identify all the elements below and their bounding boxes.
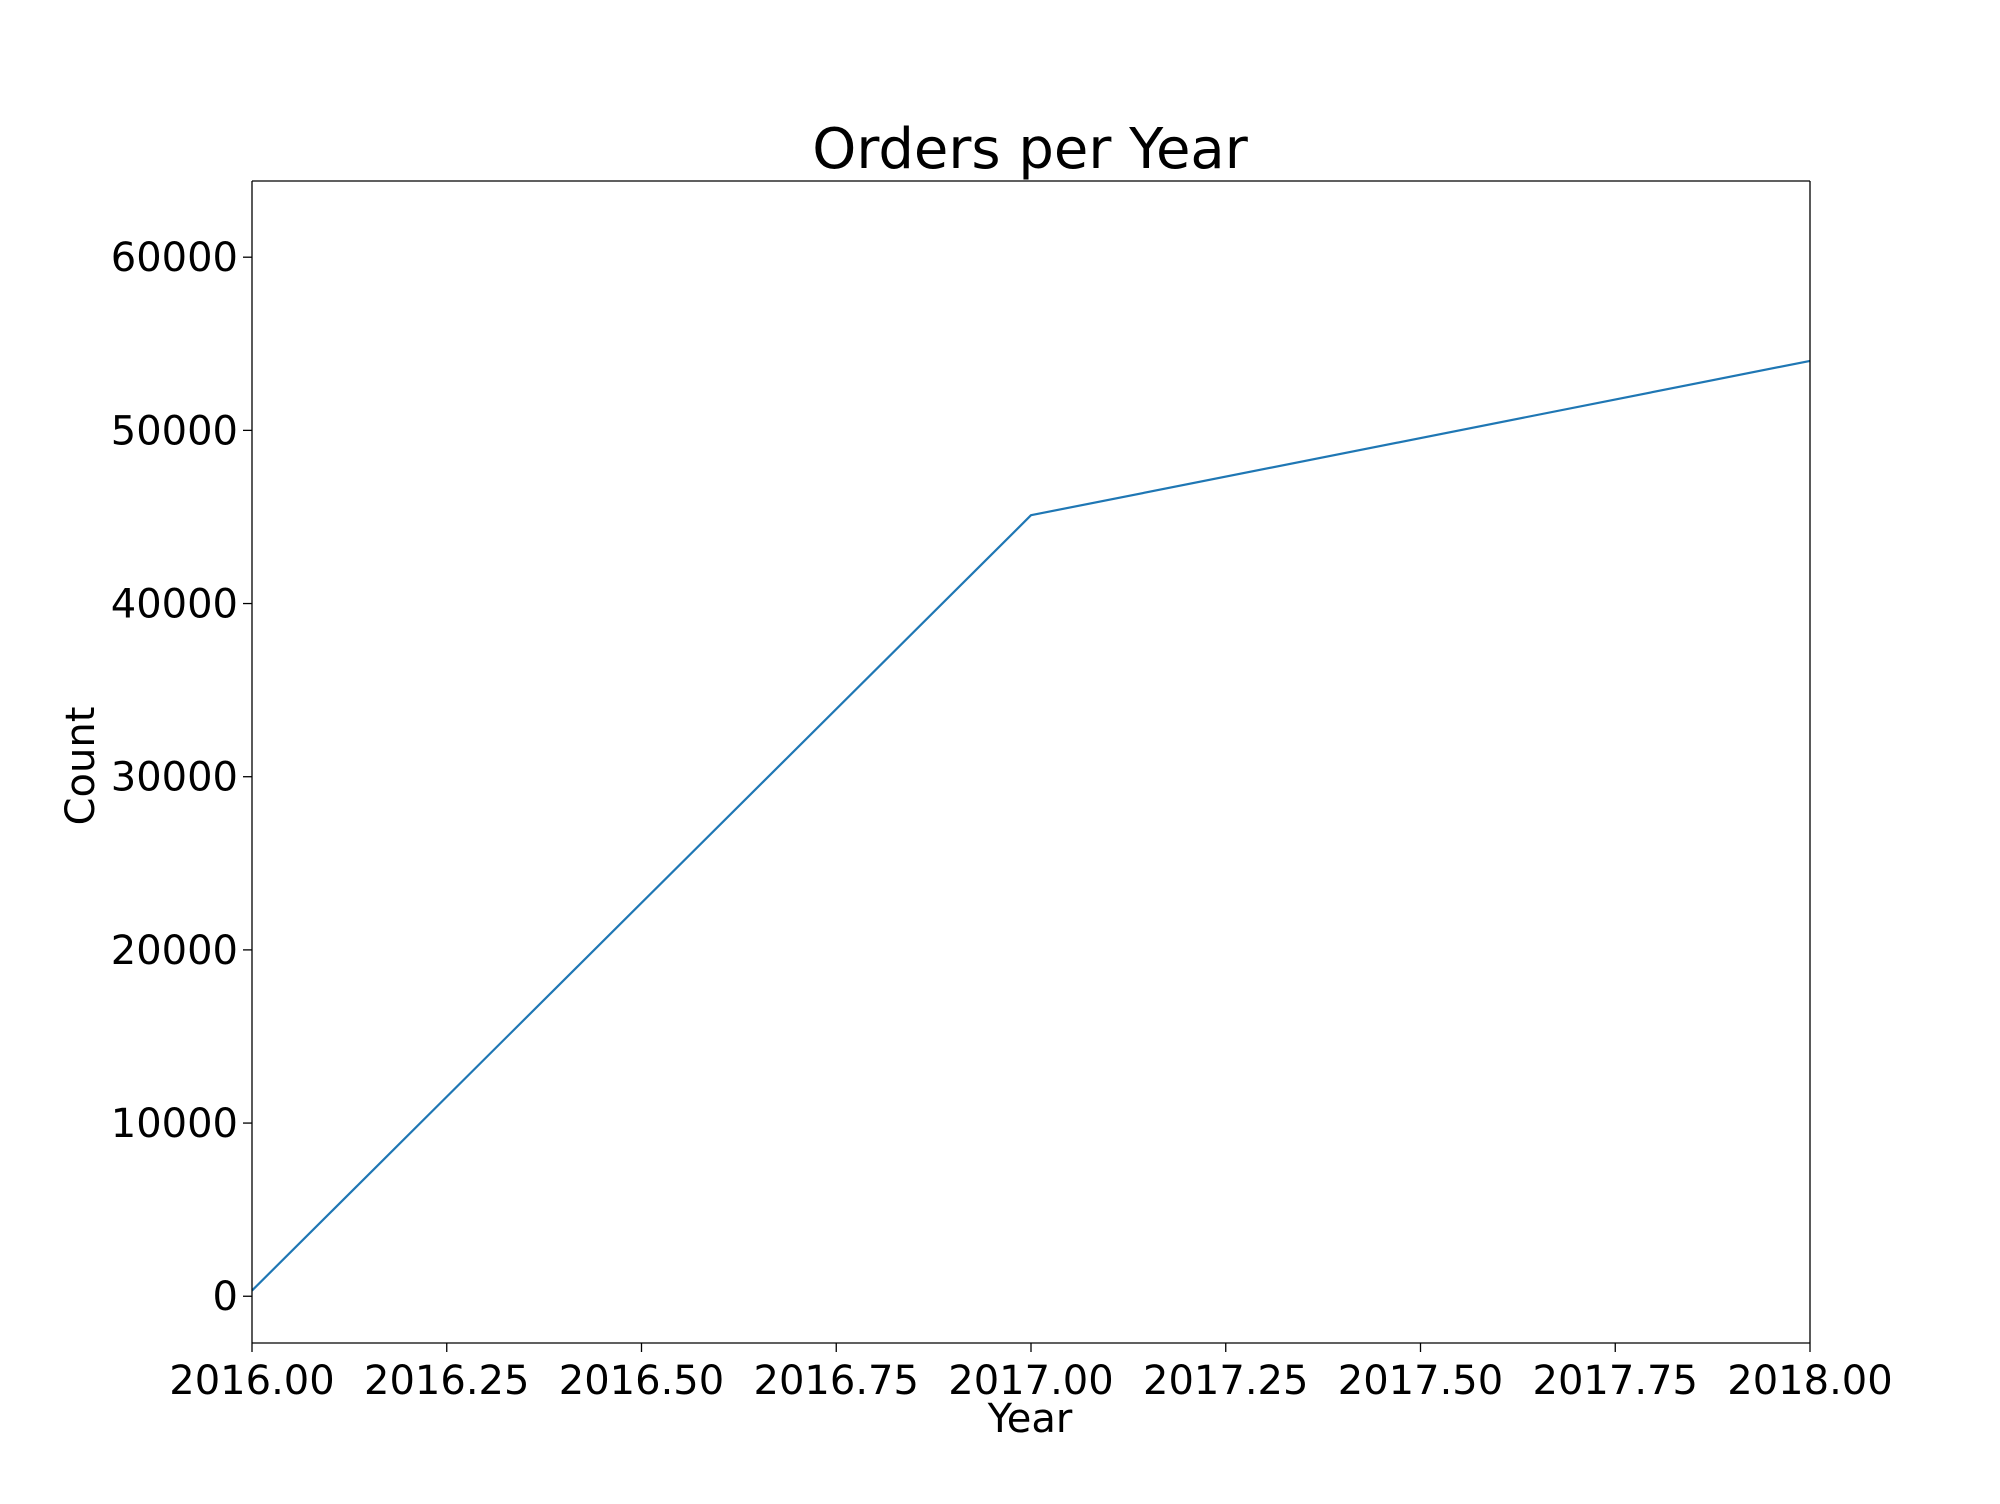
chart-title: Orders per Year [812,117,1248,182]
x-tick-label: 2017.50 [1338,1358,1503,1404]
y-tick-label: 40000 [111,582,238,628]
y-tick-label: 10000 [111,1101,238,1147]
y-tick-label: 50000 [111,408,238,454]
series-line-1 [251,359,1811,1292]
y-tick-label: 30000 [111,755,238,801]
x-tick-label: 2016.75 [754,1358,919,1404]
y-tick-label: 20000 [111,928,238,974]
y-tick-label: 60000 [111,235,238,281]
x-tick-label: 2016.50 [559,1358,724,1404]
y-axis-label: Count [58,707,104,826]
x-tick-label: 2017.75 [1533,1358,1698,1404]
x-tick-label: 2016.25 [364,1358,529,1404]
x-tick-label: 2017.25 [1143,1358,1308,1404]
x-tick-label: 2016.00 [169,1358,334,1404]
x-axis-label: Year [987,1396,1073,1442]
plot-area: 2016.00 2016.25 2016.50 2016.75 2017.00 2017.… [111,180,1893,1404]
x-tick-label: 2017.00 [948,1358,1113,1404]
x-tick-label: 2018.00 [1727,1358,1892,1404]
y-tick-label: 0 [213,1274,238,1320]
